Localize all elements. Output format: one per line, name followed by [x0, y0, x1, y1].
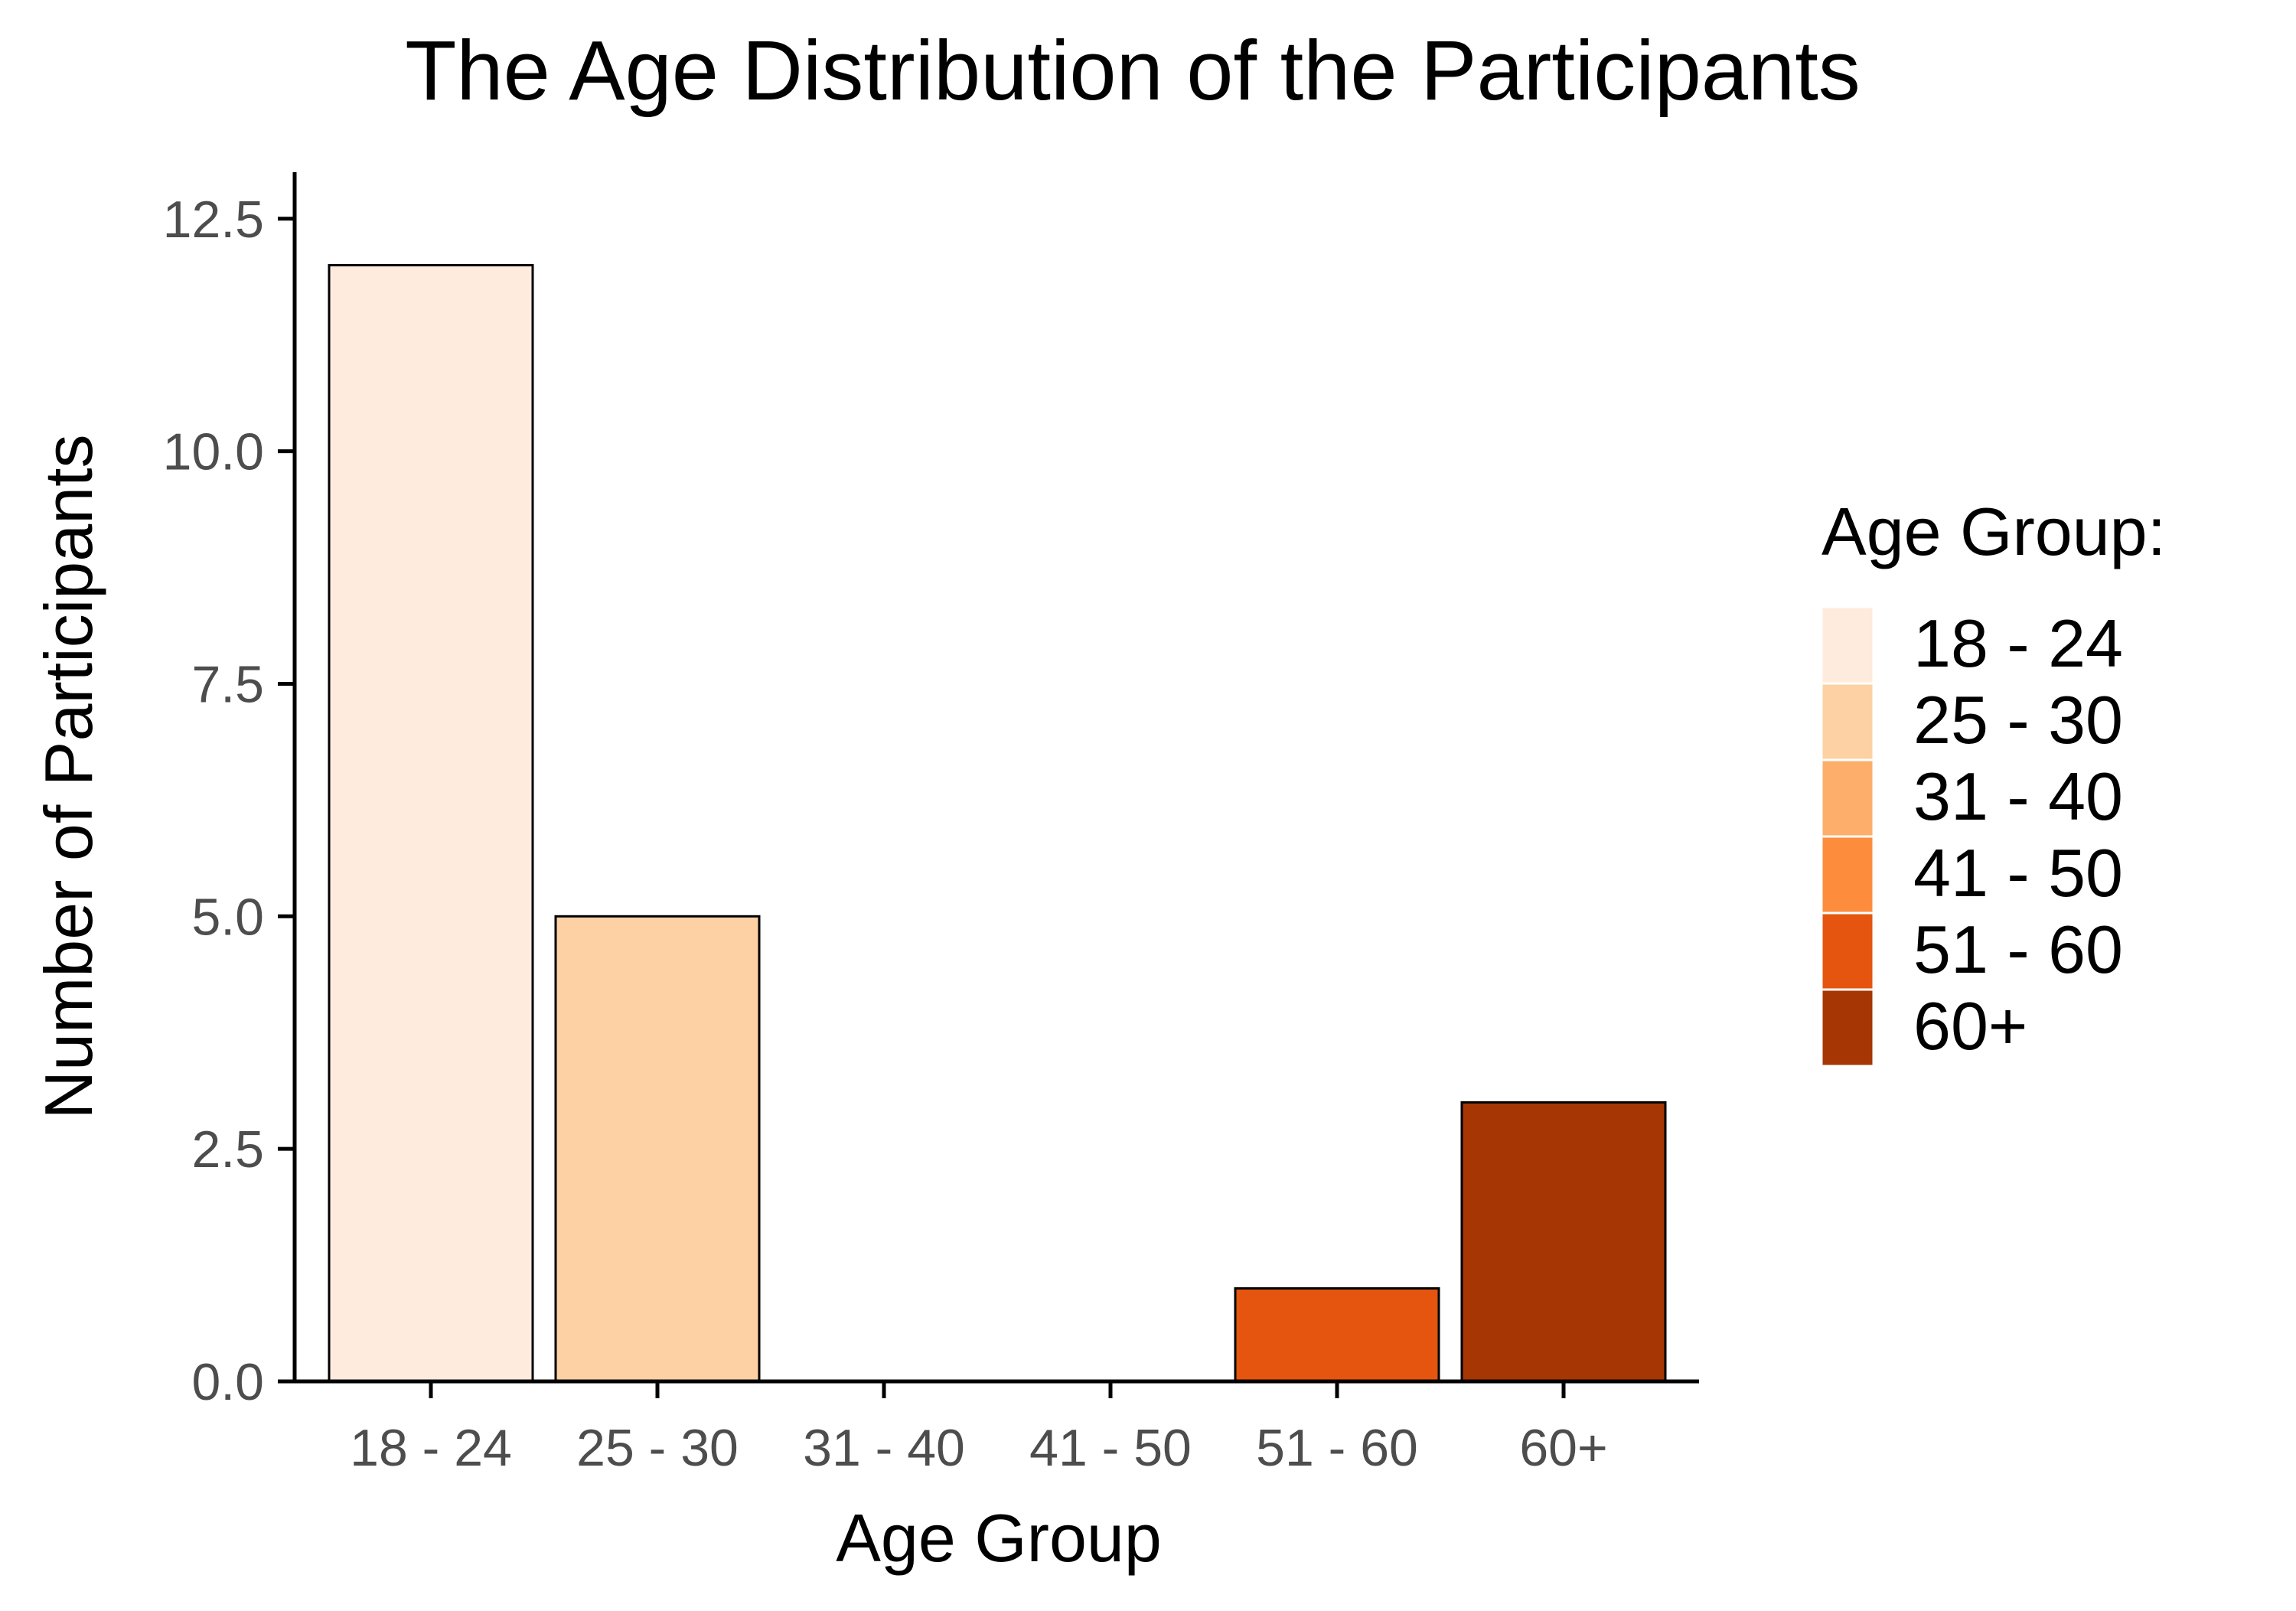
x-tick-label-5: 51 - 60	[1256, 1419, 1418, 1477]
y-axis: 0.0 2.5 5.0 7.5 10.0 12.5	[163, 172, 297, 1411]
x-tick-label-6: 60+	[1519, 1419, 1607, 1477]
legend-label-4: 41 - 50	[1913, 835, 2123, 911]
bars-layer	[328, 264, 1667, 1383]
legend-label-2: 25 - 30	[1913, 682, 2123, 758]
legend-key-1	[1820, 605, 1875, 685]
x-tick-label-3: 31 - 40	[803, 1419, 965, 1477]
legend-label-3: 31 - 40	[1913, 758, 2123, 834]
y-tick-label-4: 7.5	[191, 655, 264, 713]
legend-key-6	[1820, 988, 1875, 1068]
y-tick-label-1: 0.0	[191, 1353, 264, 1411]
x-tick-label-2: 25 - 30	[576, 1419, 739, 1477]
y-axis-label: Number of Participants	[31, 434, 106, 1119]
legend-key-5	[1820, 911, 1875, 991]
x-tick-label-4: 41 - 50	[1029, 1419, 1192, 1477]
legend-label-6: 60+	[1913, 988, 2027, 1064]
bar-6	[1460, 1101, 1667, 1383]
x-axis: 18 - 24 25 - 30 31 - 40 41 - 50 51 - 60 60+	[293, 1379, 1699, 1477]
bar-2	[554, 915, 761, 1383]
legend-label-1: 18 - 24	[1913, 605, 2123, 681]
chart-title: The Age Distribution of the Participants	[405, 24, 1861, 118]
bar-1	[328, 264, 534, 1383]
y-tick-label-2: 2.5	[191, 1120, 264, 1179]
legend-key-2	[1820, 682, 1875, 761]
y-tick-label-3: 5.0	[191, 888, 264, 946]
y-tick-label-5: 10.0	[163, 423, 264, 481]
legend-label-5: 51 - 60	[1913, 911, 2123, 987]
legend-key-3	[1820, 758, 1875, 838]
legend-title: Age Group:	[1821, 494, 2166, 569]
x-tick-label-1: 18 - 24	[350, 1419, 512, 1477]
x-axis-label: Age Group	[836, 1500, 1162, 1576]
bar-5	[1234, 1287, 1440, 1383]
legend-key-4	[1820, 835, 1875, 915]
y-tick-label-6: 12.5	[163, 191, 264, 249]
